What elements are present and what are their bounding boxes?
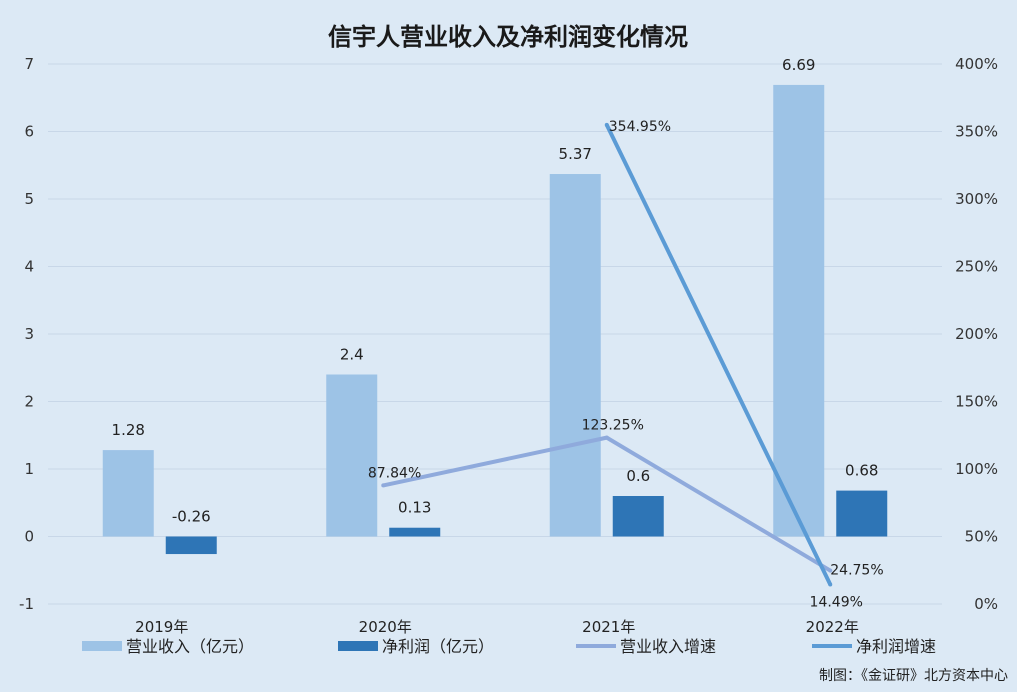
chart-title: 信宇人营业收入及净利润变化情况 <box>328 23 688 51</box>
line-data-label: 14.49% <box>810 594 863 610</box>
bar <box>389 527 441 537</box>
bar <box>102 450 154 537</box>
bar-data-label: -0.26 <box>172 508 211 526</box>
bar-data-label: 5.37 <box>559 145 592 163</box>
left-axis-tick-label: 5 <box>24 190 34 208</box>
right-axis-tick-label: 100% <box>955 460 998 478</box>
left-axis-tick-label: 1 <box>24 460 34 478</box>
category-label: 2020年 <box>359 618 412 636</box>
line-data-label: 87.84% <box>368 465 421 481</box>
right-axis-tick-label: 350% <box>955 123 998 141</box>
data-labels: 1.28 2.4 5.37 6.69 -0.26 0.13 0.6 0.68 87.84% 123… <box>112 56 884 611</box>
bar <box>165 536 217 555</box>
bar <box>836 490 888 537</box>
right-axis-tick-label: 400% <box>955 55 998 73</box>
left-axis-tick-label: 7 <box>24 55 34 73</box>
legend-label: 营业收入增速 <box>620 637 716 656</box>
bar-data-label: 6.69 <box>782 56 815 74</box>
bar-data-label: 0.6 <box>626 467 650 485</box>
series-line <box>604 123 833 586</box>
line-point <box>828 582 833 587</box>
right-axis-tick-label: 0% <box>974 595 998 613</box>
right-axis-tick-label: 300% <box>955 190 998 208</box>
legend-label: 营业收入（亿元） <box>126 637 254 656</box>
line-data-label: 123.25% <box>582 418 644 434</box>
bar-data-label: 2.4 <box>340 346 364 364</box>
legend: 营业收入（亿元） 净利润（亿元） 营业收入增速 净利润增速 <box>82 637 936 656</box>
source-note: 制图：《金证研》北方资本中心 <box>819 668 1008 684</box>
bar-data-label: 1.28 <box>112 421 145 439</box>
bar-data-label: 0.68 <box>845 462 878 480</box>
left-axis-tick-label: 4 <box>24 258 34 276</box>
line-point <box>828 568 833 573</box>
bar <box>549 174 601 537</box>
bar <box>326 374 378 537</box>
left-axis-tick-label: 6 <box>24 123 34 141</box>
right-axis-tick-label: 150% <box>955 393 998 411</box>
lines <box>381 122 833 587</box>
right-axis-tick-label: 200% <box>955 325 998 343</box>
axis-labels: -1 0 1 2 3 4 5 6 7 0% 50% 100% 150% 200% 250% 300% 350% 4… <box>19 55 998 636</box>
category-label: 2021年 <box>582 618 635 636</box>
left-axis-tick-label: -1 <box>19 595 34 613</box>
category-label: 2019年 <box>135 618 188 636</box>
legend-swatch <box>82 641 122 651</box>
bars <box>102 84 888 555</box>
left-axis-tick-label: 3 <box>24 325 34 343</box>
bar <box>612 496 664 537</box>
legend-label: 净利润增速 <box>856 637 936 656</box>
series-line <box>382 435 832 573</box>
line-point <box>604 435 609 440</box>
line-point <box>381 483 386 488</box>
line-data-label: 24.75% <box>830 563 883 579</box>
legend-swatch <box>338 641 378 651</box>
left-axis-tick-label: 0 <box>24 528 34 546</box>
line-point <box>604 122 609 127</box>
bar <box>773 84 825 537</box>
legend-label: 净利润（亿元） <box>382 637 494 656</box>
bar-data-label: 0.13 <box>398 499 431 517</box>
right-axis-tick-label: 250% <box>955 258 998 276</box>
line-data-label: 354.95% <box>609 119 671 135</box>
right-axis-tick-label: 50% <box>965 528 998 546</box>
left-axis-tick-label: 2 <box>24 393 34 411</box>
category-label: 2022年 <box>806 618 859 636</box>
